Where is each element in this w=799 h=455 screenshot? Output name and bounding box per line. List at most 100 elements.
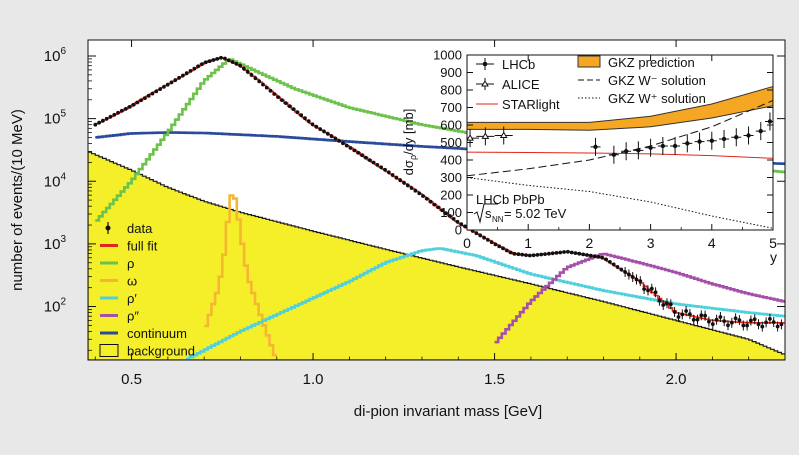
data-point [600, 255, 605, 260]
data-point [447, 214, 452, 218]
inset-legend-label: GKZ W⁺ solution [608, 91, 706, 106]
inset-x-tick-label: 2 [586, 235, 594, 251]
data-point [146, 93, 151, 98]
data-point [611, 262, 616, 267]
inset-point-marker [734, 135, 739, 140]
data-point [520, 252, 525, 257]
data-point [573, 251, 578, 256]
x-axis-label: di-pion invariant mass [GeV] [354, 403, 542, 420]
data-point [444, 211, 448, 216]
data-point [120, 108, 124, 113]
inset-series-lhcb [590, 112, 773, 164]
data-point [566, 249, 570, 254]
data-point [184, 71, 189, 76]
data-point [283, 101, 288, 105]
data-point [451, 217, 456, 221]
data-point [249, 73, 254, 77]
legend-label: ω [127, 274, 137, 289]
data-point [527, 253, 532, 258]
data-point [581, 252, 586, 257]
inset-y-tick-label: 900 [440, 65, 462, 80]
y-axis-label: number of events/(10 MeV) [9, 109, 26, 291]
legend-entry-omega: ω [100, 274, 137, 289]
data-point [276, 95, 281, 99]
inset-point-marker [623, 149, 629, 154]
inset-legend-entry-gkz-prediction: GKZ prediction [577, 55, 695, 70]
legend-entry-data: data [105, 221, 153, 236]
inset-legend-label: LHCb [502, 57, 535, 72]
x-tick-label: 1.5 [484, 371, 505, 388]
data-point [478, 233, 483, 238]
data-point [421, 194, 425, 198]
data-point [97, 120, 101, 125]
data-point [375, 163, 380, 167]
data-point [188, 69, 193, 73]
sqrt-sign [473, 203, 498, 224]
legend-entry-rho-double-prime: ρ″ [100, 309, 139, 324]
inset-point-marker [758, 128, 763, 134]
data-point [219, 55, 223, 60]
inset-point-marker [709, 138, 714, 143]
data-point [596, 255, 601, 259]
inset-y-tick-label: 800 [440, 83, 462, 98]
y-tick-exponent: 2 [60, 297, 66, 308]
main-legend: data full fit ρω ρ′ ρ″ continuum background [99, 221, 195, 359]
data-point [177, 75, 182, 80]
inset-plot-area [467, 55, 773, 230]
legend-label: full fit [127, 239, 158, 254]
inset-y-tick-label: 200 [440, 188, 462, 203]
y-tick-exponent: 6 [60, 46, 66, 57]
data-point [223, 56, 227, 61]
inset-legend-marker [482, 61, 488, 67]
inset-legend-entry-gkz-w-solution: GKZ W⁻ solution [578, 73, 706, 88]
data-point [417, 191, 422, 196]
data-point [588, 253, 593, 258]
energy-sqrt-var: s [485, 206, 492, 221]
data-point [489, 240, 494, 245]
data-point [379, 165, 383, 170]
inset-point-marker [467, 134, 474, 141]
inset-series-starlight [467, 151, 773, 159]
data-point [516, 252, 521, 257]
data-point [463, 224, 467, 229]
inset-point-marker [767, 119, 773, 124]
inset-legend-label: GKZ W⁻ solution [608, 73, 706, 88]
data-point [348, 146, 353, 150]
data-point [93, 122, 98, 127]
inset-x-tick-label: 5 [769, 235, 777, 251]
data-point [592, 254, 597, 259]
inset-series-gkz-w-solution [467, 177, 773, 229]
data-point [104, 116, 109, 121]
inset-point-marker [593, 144, 598, 150]
data-point [238, 63, 243, 68]
data-point [303, 116, 307, 121]
y-tick-label: 103 [44, 234, 67, 253]
legend-label: background [127, 344, 195, 359]
inset-legend: LHCb ALICE STARlight GKZ prediction GKZ W⁻ s… [476, 55, 706, 112]
data-point [272, 92, 277, 96]
inset-y-tick-label: 400 [440, 153, 462, 168]
y-tick-exponent: 3 [60, 234, 66, 245]
inset-x-tick-label: 4 [708, 235, 716, 251]
inset-point-marker [697, 139, 702, 144]
inset-point-marker [672, 143, 678, 149]
data-point [234, 61, 239, 66]
series-background [88, 151, 785, 360]
data-point [569, 250, 574, 255]
data-point [539, 252, 544, 257]
legend-entry-full-fit: full fit [100, 239, 158, 254]
data-point [554, 251, 559, 255]
data-point [253, 76, 258, 80]
data-point [242, 66, 246, 71]
legend-label: ρ″ [127, 309, 139, 324]
data-point [131, 102, 136, 107]
legend-label: data [127, 221, 153, 236]
inset-y-tick-label: 700 [440, 100, 462, 115]
inset-legend-entry-starlight: STARlight [476, 97, 560, 112]
legend-label: ρ [127, 256, 134, 271]
data-point [211, 58, 216, 62]
data-point [386, 170, 391, 175]
inset-legend-entry-lhcb: LHCb [476, 57, 535, 72]
data-point [165, 82, 170, 87]
